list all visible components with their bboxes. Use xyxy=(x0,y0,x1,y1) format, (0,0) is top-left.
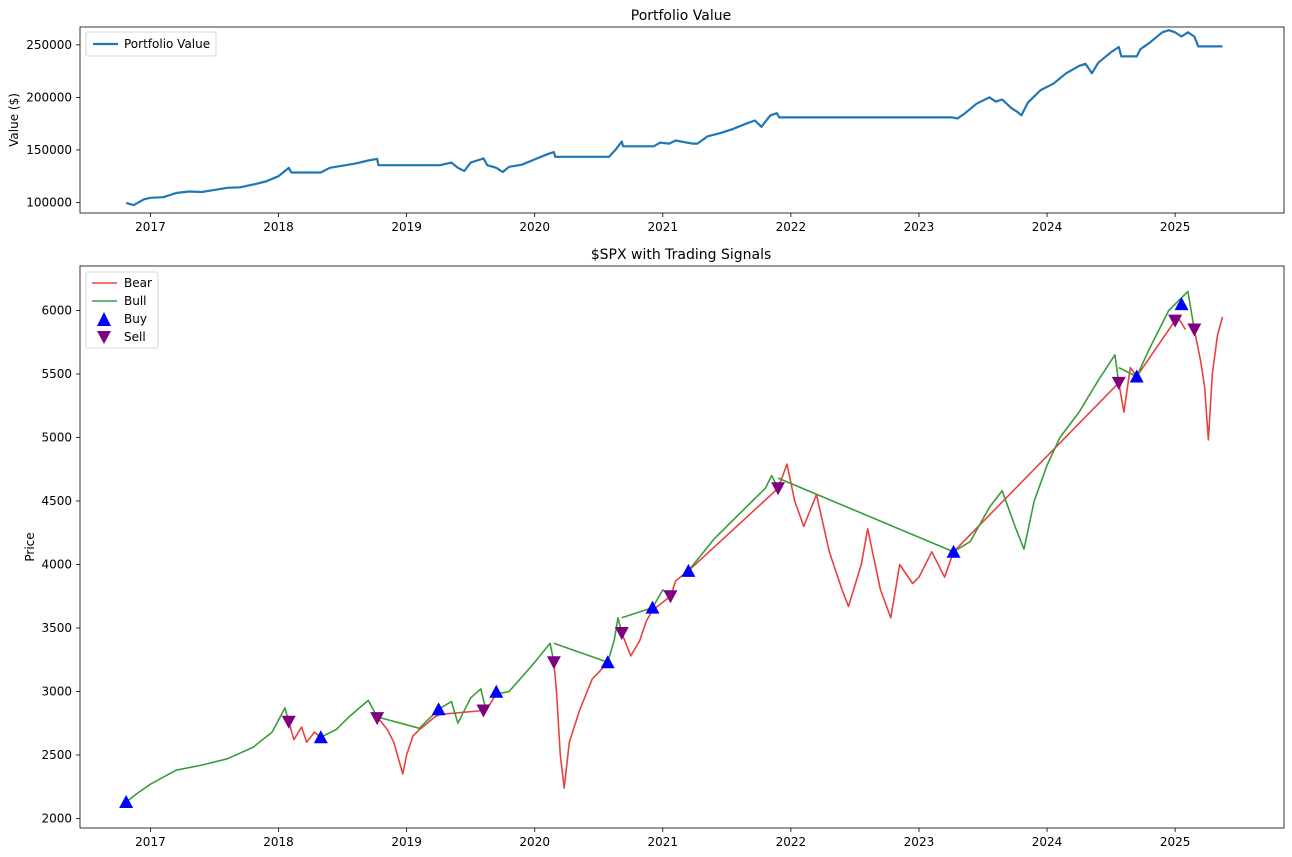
spx-buy-marker xyxy=(946,544,961,558)
spx-chart: $SPX with Trading Signals Price 2017 2018… xyxy=(23,247,1285,849)
spx-x-tick-label: 2021 xyxy=(648,835,679,849)
portfolio-x-tick-label: 2017 xyxy=(135,220,166,234)
spx-buy-marker xyxy=(431,702,446,716)
portfolio-x-tick-label: 2023 xyxy=(904,220,935,234)
spx-buy-marker xyxy=(681,563,696,577)
portfolio-x-tick-label: 2020 xyxy=(519,220,550,234)
spx-bull-segment xyxy=(376,688,487,730)
spx-bull-segment xyxy=(496,642,555,695)
spx-buy-marker xyxy=(1129,369,1144,383)
portfolio-value-line xyxy=(125,29,1223,207)
portfolio-x-tick-label: 2025 xyxy=(1160,220,1191,234)
portfolio-chart-title: Portfolio Value xyxy=(631,8,732,24)
spx-y-tick-label: 2000 xyxy=(41,811,72,825)
spx-x-ticks: 2017 2018 2019 2020 2021 2022 2023 2024 2025 xyxy=(135,828,1190,849)
spx-legend-bear-label: Bear xyxy=(124,276,152,290)
portfolio-y-tick-label: 200000 xyxy=(26,90,72,104)
portfolio-y-tick-label: 100000 xyxy=(26,195,72,209)
spx-x-tick-label: 2025 xyxy=(1160,835,1191,849)
spx-buy-marker xyxy=(489,684,504,698)
portfolio-series-layer xyxy=(125,29,1223,207)
spx-x-tick-label: 2022 xyxy=(776,835,807,849)
spx-y-tick-label: 6000 xyxy=(41,303,72,317)
spx-x-tick-label: 2019 xyxy=(391,835,422,849)
spx-chart-title: $SPX with Trading Signals xyxy=(591,247,772,263)
spx-y-axis-title: Price xyxy=(23,532,37,561)
spx-bull-segment xyxy=(777,477,954,553)
portfolio-y-axis-title: Value ($) xyxy=(7,93,21,147)
spx-bear-segment xyxy=(288,721,322,744)
portfolio-y-tick-label: 250000 xyxy=(26,38,72,52)
spx-sell-marker xyxy=(546,656,561,670)
portfolio-y-tick-label: 150000 xyxy=(26,143,72,157)
portfolio-x-tick-label: 2019 xyxy=(391,220,422,234)
portfolio-x-tick-label: 2021 xyxy=(648,220,679,234)
spx-legend-sell-swatch xyxy=(97,331,111,344)
spx-sell-marker xyxy=(614,627,629,641)
spx-y-tick-label: 5000 xyxy=(41,430,72,444)
spx-bear-segment xyxy=(777,463,955,619)
spx-legend-buy-label: Buy xyxy=(124,312,147,326)
spx-sell-marker xyxy=(1111,376,1126,390)
spx-legend-bull-label: Bull xyxy=(124,294,147,308)
spx-buy-marker xyxy=(645,600,660,614)
spx-x-tick-label: 2024 xyxy=(1032,835,1063,849)
spx-bull-segment xyxy=(320,699,378,738)
spx-legend-buy-swatch xyxy=(97,312,111,326)
spx-buy-marker xyxy=(600,655,615,669)
spx-bull-segment xyxy=(687,474,779,572)
spx-buy-marker xyxy=(313,730,328,744)
spx-y-ticks: 2000 2500 3000 3500 4000 4500 5000 5500 6000 xyxy=(41,303,80,825)
portfolio-x-tick-label: 2018 xyxy=(263,220,294,234)
spx-sell-marker xyxy=(476,704,491,718)
spx-marker-layer xyxy=(119,297,1202,808)
portfolio-x-ticks: 2017 2018 2019 2020 2021 2022 2023 2024 2025 xyxy=(135,213,1190,234)
spx-bull-segment xyxy=(953,354,1120,553)
spx-buy-marker xyxy=(119,794,134,808)
portfolio-x-tick-label: 2022 xyxy=(776,220,807,234)
spx-legend: Bear Bull Buy Sell xyxy=(85,271,159,349)
spx-buy-marker xyxy=(1174,297,1189,311)
spx-y-tick-label: 3500 xyxy=(41,621,72,635)
spx-y-tick-label: 4500 xyxy=(41,494,72,508)
spx-y-tick-label: 4000 xyxy=(41,557,72,571)
portfolio-legend-box xyxy=(85,31,217,57)
portfolio-legend-label: Portfolio Value xyxy=(124,37,210,51)
spx-bull-segment xyxy=(125,707,290,803)
spx-sell-marker xyxy=(1168,314,1183,328)
spx-plot-frame xyxy=(79,265,1285,829)
spx-sell-marker xyxy=(663,590,678,604)
portfolio-chart: Portfolio Value Value ($) 2017 2018 2019 20… xyxy=(7,8,1285,234)
spx-sell-marker xyxy=(281,715,296,729)
spx-y-tick-label: 5500 xyxy=(41,367,72,381)
spx-x-tick-label: 2017 xyxy=(135,835,166,849)
spx-sell-marker xyxy=(370,712,385,726)
spx-bear-segment xyxy=(553,661,609,789)
spx-legend-sell-label: Sell xyxy=(124,330,146,344)
portfolio-legend: Portfolio Value xyxy=(85,31,217,57)
spx-y-tick-label: 2500 xyxy=(41,748,72,762)
spx-bear-segment xyxy=(1193,316,1224,441)
spx-legend-box xyxy=(85,271,159,349)
portfolio-y-ticks: 100000 150000 200000 250000 xyxy=(26,38,80,209)
portfolio-x-tick-label: 2024 xyxy=(1032,220,1063,234)
spx-x-tick-label: 2018 xyxy=(263,835,294,849)
spx-x-tick-label: 2023 xyxy=(904,835,935,849)
portfolio-plot-frame xyxy=(79,26,1285,214)
spx-bull-segment xyxy=(553,642,608,664)
spx-sell-marker xyxy=(771,482,786,496)
spx-x-tick-label: 2020 xyxy=(519,835,550,849)
spx-y-tick-label: 3000 xyxy=(41,684,72,698)
spx-sell-marker xyxy=(1187,323,1202,337)
